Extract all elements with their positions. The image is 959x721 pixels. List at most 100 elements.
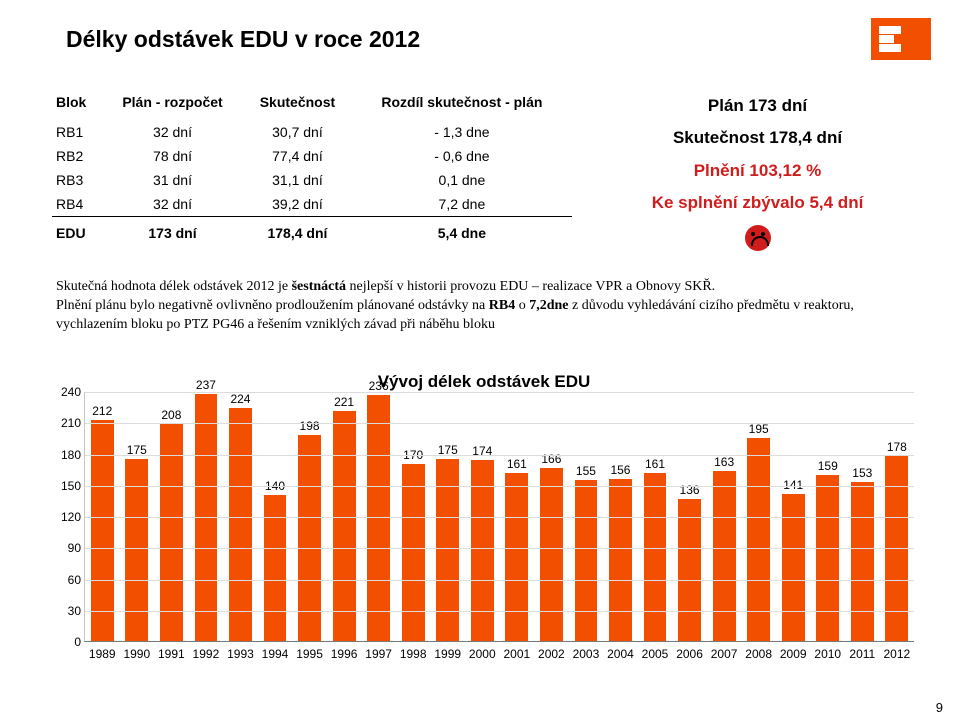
x-axis-label: 2012 <box>883 641 910 661</box>
table-cell: 178,4 dní <box>243 217 352 246</box>
th-skut: Skutečnost <box>243 88 352 120</box>
bar-slot: 2121989 <box>85 404 120 641</box>
bar <box>644 473 667 641</box>
table-cell: RB4 <box>52 192 102 217</box>
bar <box>402 464 425 641</box>
table-cell: 5,4 dne <box>352 217 572 246</box>
table-row: RB432 dní39,2 dní7,2 dne <box>52 192 572 217</box>
bar-slot: 1981995 <box>292 419 327 641</box>
table-header-row: Blok Plán - rozpočet Skutečnost Rozdíl s… <box>52 88 572 120</box>
bar-value-label: 153 <box>852 466 872 480</box>
x-axis-label: 1999 <box>434 641 461 661</box>
bar <box>471 460 494 641</box>
bar-value-label: 208 <box>161 408 181 422</box>
bar-value-label: 161 <box>645 457 665 471</box>
x-axis-label: 2000 <box>469 641 496 661</box>
table-cell: 173 dní <box>102 217 243 246</box>
x-axis-label: 2004 <box>607 641 634 661</box>
grid-line <box>85 611 914 612</box>
grid-line <box>85 392 914 393</box>
x-axis-label: 1992 <box>193 641 220 661</box>
bar-value-label: 221 <box>334 395 354 409</box>
bar-value-label: 156 <box>610 463 630 477</box>
grid-line <box>85 423 914 424</box>
bar-slot: 1401994 <box>258 479 293 641</box>
table-cell: 0,1 dne <box>352 168 572 192</box>
th-rozdil: Rozdíl skutečnost - plán <box>352 88 572 120</box>
bar-slot: 1362006 <box>672 483 707 641</box>
bar <box>609 479 632 642</box>
table-cell: 77,4 dní <box>243 144 352 168</box>
x-axis-label: 2006 <box>676 641 703 661</box>
top-row: Blok Plán - rozpočet Skutečnost Rozdíl s… <box>52 88 907 251</box>
bar <box>851 482 874 641</box>
bar-slot: 1562004 <box>603 463 638 642</box>
x-axis-label: 1993 <box>227 641 254 661</box>
bar <box>505 473 528 641</box>
sad-face-icon <box>745 225 771 251</box>
x-axis-label: 1998 <box>400 641 427 661</box>
bar <box>333 411 356 641</box>
table-cell: 30,7 dní <box>243 120 352 144</box>
y-axis-label: 210 <box>49 416 81 430</box>
page-title: Délky odstávek EDU v roce 2012 <box>66 26 420 53</box>
table-row: RB132 dní30,7 dní- 1,3 dne <box>52 120 572 144</box>
table-cell: RB2 <box>52 144 102 168</box>
bar <box>713 471 736 641</box>
y-axis-label: 0 <box>49 635 81 649</box>
th-plan: Plán - rozpočet <box>102 88 243 120</box>
summary-zbyvalo: Ke splnění zbývalo 5,4 dní <box>608 187 907 219</box>
summary-plneni: Plnění 103,12 % <box>608 155 907 187</box>
x-axis-label: 1997 <box>365 641 392 661</box>
bar-value-label: 174 <box>472 444 492 458</box>
bar <box>160 424 183 641</box>
th-blok: Blok <box>52 88 102 120</box>
grid-line <box>85 486 914 487</box>
bar <box>367 395 390 641</box>
summary-panel: Plán 173 dní Skutečnost 178,4 dní Plnění… <box>608 88 907 251</box>
bar <box>91 420 114 641</box>
table-cell: 78 dní <box>102 144 243 168</box>
description-paragraph: Skutečná hodnota délek odstávek 2012 je … <box>56 278 899 335</box>
bar <box>678 499 701 641</box>
grid-line <box>85 517 914 518</box>
y-axis-label: 30 <box>49 604 81 618</box>
bar <box>540 468 563 641</box>
chart-title: Vývoj délek odstávek EDU <box>44 372 924 392</box>
page-number: 9 <box>936 700 943 715</box>
y-axis-label: 240 <box>49 385 81 399</box>
y-axis-label: 120 <box>49 510 81 524</box>
bar-slot: 1701998 <box>396 448 431 641</box>
bar-slot: 1412009 <box>776 478 811 641</box>
table-cell: 7,2 dne <box>352 192 572 217</box>
x-axis-label: 2010 <box>814 641 841 661</box>
x-axis-label: 2007 <box>711 641 738 661</box>
bar-value-label: 212 <box>92 404 112 418</box>
table-cell: EDU <box>52 217 102 246</box>
table-cell: RB3 <box>52 168 102 192</box>
bar-slot: 2361997 <box>361 379 396 641</box>
x-axis-label: 1989 <box>89 641 116 661</box>
bar-value-label: 155 <box>576 464 596 478</box>
bar-value-label: 237 <box>196 378 216 392</box>
bar <box>229 408 252 641</box>
x-axis-label: 2005 <box>642 641 669 661</box>
y-axis-label: 150 <box>49 479 81 493</box>
table-cell: 31 dní <box>102 168 243 192</box>
x-axis-label: 2002 <box>538 641 565 661</box>
summary-plan: Plán 173 dní <box>608 90 907 122</box>
chart-plot: 2121989175199020819912371992224199314019… <box>84 392 914 642</box>
bar-slot: 2081991 <box>154 408 189 641</box>
x-axis-label: 1991 <box>158 641 185 661</box>
cez-logo <box>871 18 931 60</box>
bar-slot: 1552003 <box>569 464 604 641</box>
table-cell: RB1 <box>52 120 102 144</box>
x-axis-label: 1994 <box>262 641 289 661</box>
x-axis-label: 2008 <box>745 641 772 661</box>
y-axis-label: 180 <box>49 448 81 462</box>
table-row: RB278 dní77,4 dní- 0,6 dne <box>52 144 572 168</box>
data-table: Blok Plán - rozpočet Skutečnost Rozdíl s… <box>52 88 572 251</box>
bar <box>575 480 598 641</box>
x-axis-label: 2009 <box>780 641 807 661</box>
bar-value-label: 178 <box>887 440 907 454</box>
